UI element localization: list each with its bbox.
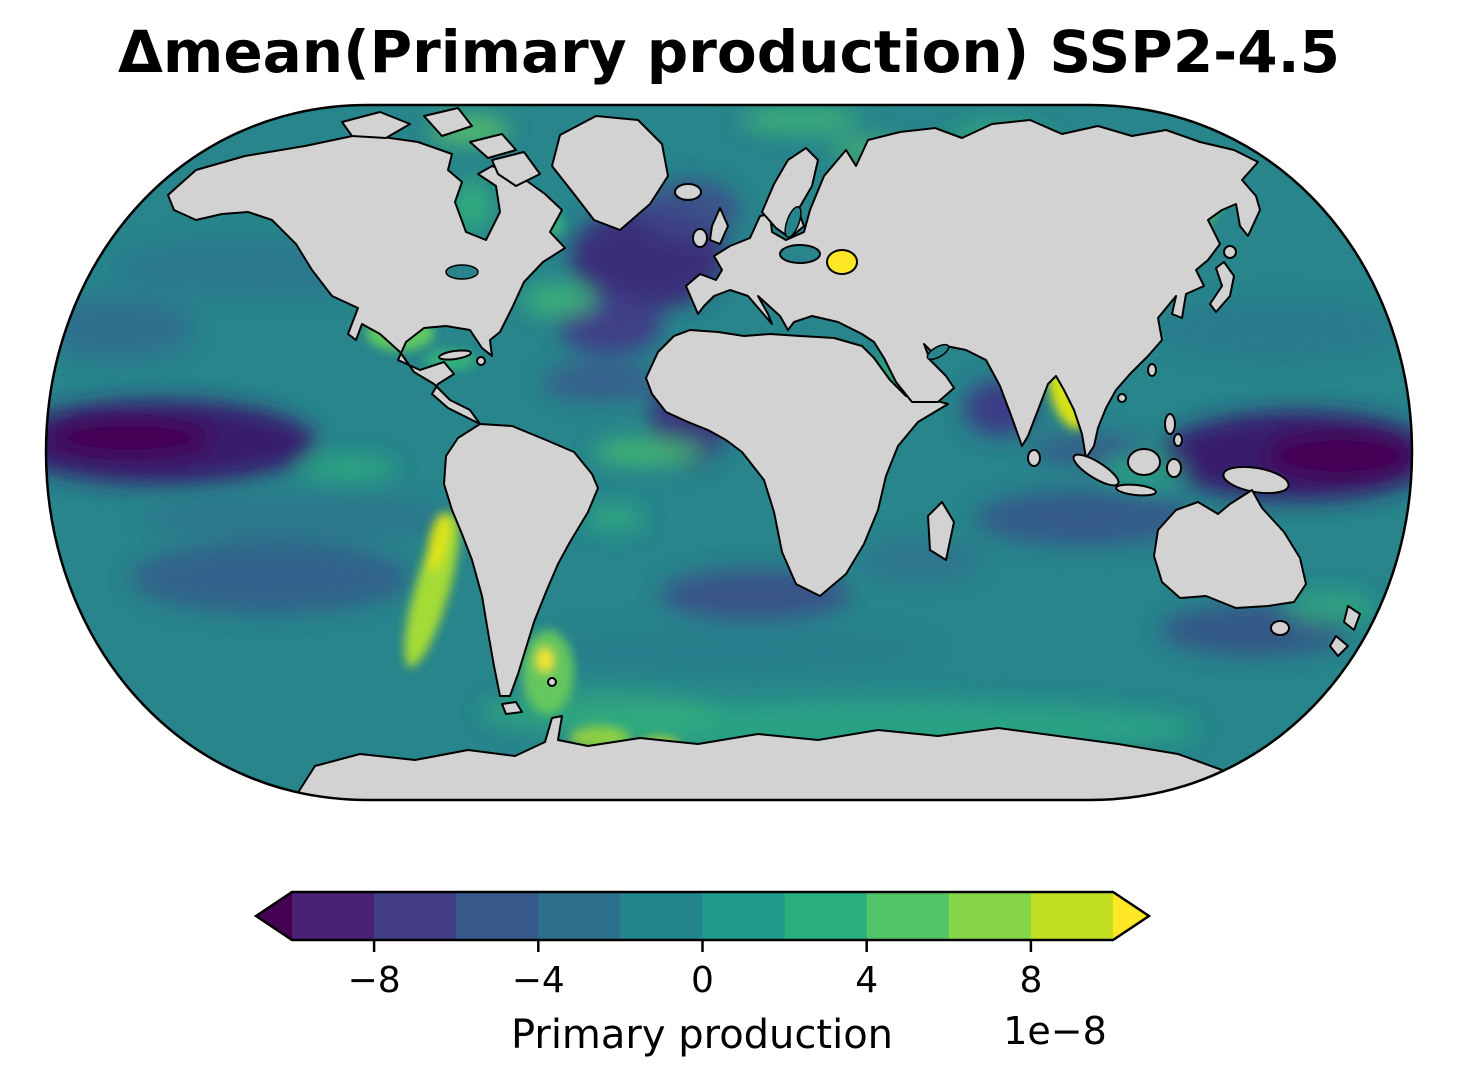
yellow-falklands — [537, 648, 553, 672]
colorbar-outline — [253, 890, 1152, 942]
landmass-falkland — [547, 677, 557, 687]
colorbar-segment — [292, 892, 375, 940]
green-arctic-2 — [740, 106, 860, 134]
landmass-ireland — [692, 228, 708, 248]
landmass-eurasia — [685, 119, 1261, 459]
landmass-greenland — [551, 115, 669, 231]
anomaly-se-pacific — [130, 542, 410, 614]
landmass-borneo — [1127, 448, 1161, 476]
landmass-south-america — [443, 423, 599, 697]
colorbar-segment — [374, 892, 457, 940]
continents — [167, 107, 1361, 800]
landmass-new-zealand-south — [1329, 635, 1349, 657]
colorbar-over-arrow — [1113, 892, 1149, 940]
colorbar-tick-label: −4 — [512, 960, 565, 1001]
green-hudson-bay — [452, 180, 492, 230]
colorbar-segment — [1030, 892, 1114, 940]
landmass-sulawesi — [1166, 458, 1182, 478]
persian-gulf — [926, 343, 950, 361]
colorbar-label: Primary production — [511, 1012, 893, 1058]
colorbar-tick-label: 0 — [691, 960, 714, 1001]
figure-title: Δmean(Primary production) SSP2-4.5 — [118, 18, 1340, 86]
anomaly-north-pacific — [46, 296, 195, 360]
landmass-north-america — [167, 133, 566, 425]
anomaly-eq-pacific-west-core — [46, 416, 215, 460]
landmass-arctic-island-3 — [469, 133, 517, 159]
caspian-sea — [826, 249, 858, 275]
green-newfoundland — [522, 284, 598, 316]
anomaly-atlantic-20n — [542, 362, 658, 402]
colorbar-bar: −8 −4 0 4 8 — [253, 890, 1152, 1001]
green-patagonia — [522, 630, 574, 714]
great-lakes — [445, 264, 479, 280]
landmass-hainan — [1117, 393, 1127, 403]
landmass-tasmania — [1270, 620, 1290, 636]
band-south-pacific — [140, 496, 460, 540]
baltic-sea — [784, 206, 802, 238]
landmass-australia — [1153, 489, 1307, 609]
landmass-java — [1115, 483, 1157, 497]
landmass-madagascar — [927, 501, 955, 561]
anomaly-south-indian — [975, 490, 1195, 546]
landmass-hispaniola — [476, 356, 486, 366]
landmass-hokkaido — [1223, 245, 1237, 259]
landmass-philippines-2 — [1173, 433, 1183, 447]
colorbar-segment — [784, 892, 868, 940]
landmass-africa — [645, 329, 949, 597]
colorbar-segment — [620, 892, 704, 940]
green-brazil — [585, 504, 645, 532]
colorbar-segment — [866, 892, 950, 940]
colorbar-segment — [702, 892, 786, 940]
anomaly-eq-pacific-east-core — [1265, 430, 1412, 482]
band-west-pacific — [1160, 300, 1400, 360]
green-eq-atlantic — [593, 439, 703, 465]
landmass-arctic-island-1 — [341, 111, 411, 139]
world-map — [44, 103, 1414, 802]
landmass-iceland — [674, 183, 702, 201]
anomaly-mozambique — [860, 540, 980, 580]
landmass-philippines-1 — [1164, 413, 1176, 435]
landmass-taiwan — [1147, 363, 1157, 377]
band-south-atlantic — [530, 625, 930, 675]
colorbar-offset-text: 1e−8 — [1003, 1009, 1107, 1053]
landmass-tierra-del-fuego — [501, 701, 523, 715]
colorbar-segment — [948, 892, 1032, 940]
landmass-japan — [1209, 261, 1235, 313]
colorbar-segment — [538, 892, 621, 940]
green-humboldt-streak — [404, 512, 460, 668]
colorbar-segment — [456, 892, 539, 940]
colorbar-tick-label: 4 — [855, 960, 878, 1001]
green-eq-pacific-counter — [302, 456, 398, 480]
landmass-sri-lanka — [1027, 449, 1041, 467]
colorbar: −8 −4 0 4 8 Primary production 1e−8 — [253, 890, 1152, 1058]
landmass-britain — [709, 207, 729, 245]
landmass-antarctica — [291, 715, 1243, 800]
colorbar-under-arrow — [256, 892, 292, 940]
landmass-baffin — [491, 151, 541, 187]
landmass-sumatra — [1072, 453, 1120, 487]
landmass-cuba — [438, 349, 472, 361]
landmass-new-zealand-north — [1343, 605, 1361, 631]
black-sea — [779, 244, 821, 264]
colorbar-tick-label: −8 — [348, 960, 401, 1001]
yellow-peru-core — [427, 512, 449, 572]
colorbar-tick-label: 8 — [1019, 960, 1042, 1001]
landmass-arctic-island-2 — [423, 107, 473, 137]
robinson-outline — [44, 103, 1414, 802]
